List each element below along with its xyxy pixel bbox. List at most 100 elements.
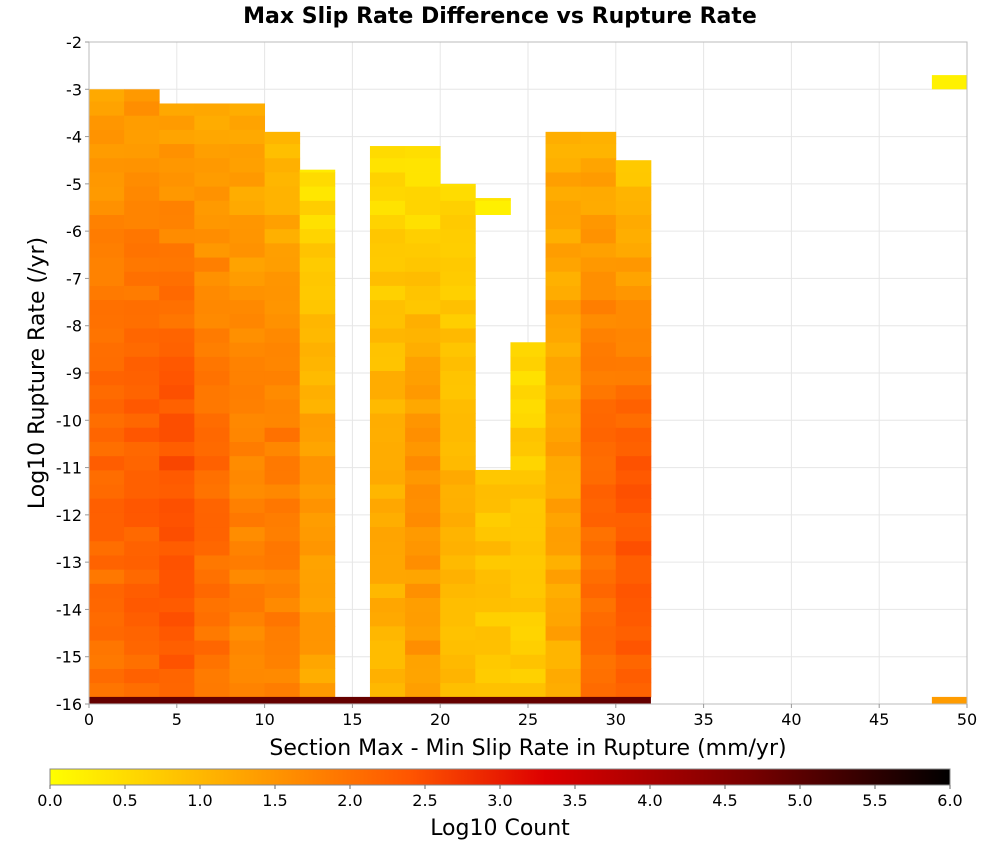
heatmap-cell <box>580 370 617 386</box>
colorbar-tick-label: 2.5 <box>412 791 437 810</box>
y-tick-label: -14 <box>56 600 82 619</box>
heatmap-cell <box>545 131 582 145</box>
heatmap-cell <box>194 214 230 230</box>
heatmap-cell <box>510 611 546 627</box>
heatmap-cell <box>405 214 441 230</box>
heatmap-cell <box>194 115 230 130</box>
heatmap-cell <box>89 356 125 372</box>
heatmap-cell <box>264 498 301 513</box>
heatmap-cell <box>194 682 230 698</box>
heatmap-cell <box>405 441 441 457</box>
heatmap-cell <box>405 654 441 669</box>
heatmap-cell <box>405 668 441 684</box>
heatmap-cell <box>615 512 652 528</box>
colorbar-tick-label: 3.0 <box>487 791 512 810</box>
heatmap-cell <box>264 172 301 187</box>
heatmap-cell <box>369 540 406 556</box>
heatmap-cell <box>580 214 617 230</box>
heatmap-cell <box>194 328 230 343</box>
heatmap-cell <box>580 257 617 272</box>
heatmap-cell <box>615 172 652 187</box>
heatmap-cell <box>194 654 230 669</box>
heatmap-cell <box>229 370 265 386</box>
heatmap-cell <box>545 668 582 684</box>
heatmap-cell <box>89 427 125 442</box>
heatmap-cell <box>580 143 617 159</box>
heatmap-cell <box>369 441 406 457</box>
heatmap-cell <box>545 555 582 570</box>
heatmap-cell <box>159 484 195 499</box>
heatmap-cell <box>124 228 160 244</box>
heatmap-cell <box>440 257 476 272</box>
heatmap-cell <box>124 611 160 627</box>
heatmap-cell <box>89 342 125 357</box>
heatmap-cell <box>299 555 336 570</box>
heatmap-cell <box>580 469 617 485</box>
heatmap-cell <box>369 242 406 258</box>
heatmap-cell <box>440 498 476 513</box>
heatmap-cell <box>299 427 336 442</box>
heatmap-cell <box>369 313 406 329</box>
x-axis-label: Section Max - Min Slip Rate in Rupture (… <box>269 736 786 761</box>
heatmap-cell <box>89 285 125 301</box>
heatmap-cell <box>440 555 476 570</box>
colorbar-tick-label: 0.0 <box>37 791 62 810</box>
heatmap-cell <box>264 242 301 258</box>
heatmap-cell <box>580 271 617 286</box>
heatmap-cell <box>194 129 230 145</box>
heatmap-cell <box>580 498 617 513</box>
heatmap-cell <box>440 512 476 528</box>
heatmap-cell <box>440 455 476 471</box>
heatmap-cell <box>159 399 195 414</box>
heatmap-cell <box>405 512 441 528</box>
heatmap-cell <box>194 484 230 499</box>
heatmap-cell <box>615 242 652 258</box>
heatmap-cell <box>369 654 406 669</box>
heatmap-cell <box>229 498 265 513</box>
heatmap-cell <box>89 555 125 570</box>
heatmap-cell <box>510 540 546 556</box>
heatmap-cell <box>229 285 265 301</box>
heatmap-cell <box>299 370 336 386</box>
heatmap-cell <box>229 611 265 627</box>
heatmap-cell <box>475 469 511 485</box>
heatmap-cell <box>194 186 230 201</box>
heatmap-cell <box>194 356 230 372</box>
colorbar-tick-label: 1.0 <box>187 791 212 810</box>
heatmap-cell <box>299 186 336 201</box>
heatmap-cell <box>615 625 652 641</box>
heatmap-cell <box>194 342 230 357</box>
heatmap-cell <box>369 271 406 286</box>
colorbar-tick-label: 2.0 <box>337 791 362 810</box>
heatmap-cell <box>545 157 582 173</box>
colorbar <box>49 768 951 786</box>
heatmap-cell <box>405 146 441 159</box>
heatmap-cell <box>124 455 160 471</box>
y-axis-label: Log10 Rupture Rate (/yr) <box>25 237 50 509</box>
heatmap-cell <box>615 384 652 400</box>
heatmap-cell <box>194 512 230 528</box>
heatmap-cell <box>405 682 441 698</box>
heatmap-cell <box>264 143 301 159</box>
heatmap-cell <box>545 682 582 698</box>
heatmap-cell <box>299 441 336 457</box>
heatmap-cell <box>475 682 511 698</box>
heatmap-cell <box>475 555 511 570</box>
heatmap-cell <box>615 285 652 301</box>
heatmap-cell <box>264 228 301 244</box>
heatmap-cell <box>264 597 301 613</box>
heatmap-cell <box>194 384 230 400</box>
heatmap-cell <box>124 484 160 499</box>
y-tick-label: -6 <box>66 222 82 241</box>
heatmap-cell <box>405 313 441 329</box>
heatmap-cell <box>440 370 476 386</box>
heatmap-cell <box>440 413 476 428</box>
heatmap-cell <box>299 526 336 542</box>
heatmap-cell <box>194 427 230 442</box>
heatmap-cell <box>299 469 336 485</box>
heatmap-cell <box>194 597 230 613</box>
heatmap-cell <box>580 285 617 301</box>
heatmap-cell <box>510 384 546 400</box>
heatmap-cell <box>440 597 476 613</box>
heatmap-cell <box>194 640 230 655</box>
